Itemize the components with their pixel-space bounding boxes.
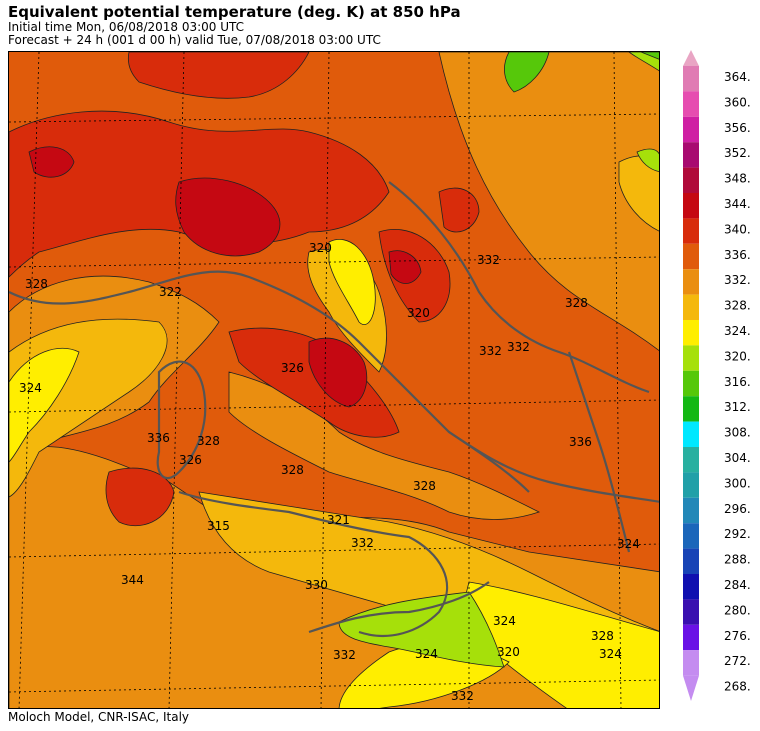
map-panel: 328 322 332 332 328 324 320 320 326 336 328 326 328 3… xyxy=(8,51,660,709)
contour-label: 332 xyxy=(479,344,502,358)
colorbar-label: 324. xyxy=(724,324,751,338)
colorbar-swatch xyxy=(683,599,699,625)
band-312 xyxy=(504,52,659,93)
colorbar-label: 356. xyxy=(724,121,751,135)
colorbar-swatch xyxy=(683,574,699,600)
colorbar-label: 332. xyxy=(724,273,751,287)
contour-label: 326 xyxy=(179,453,202,467)
coastlines xyxy=(9,181,659,637)
colorbar-swatch xyxy=(683,116,699,143)
colorbar-label: 268. xyxy=(724,680,751,694)
contour-label: 324 xyxy=(19,381,42,395)
colorbar-swatch xyxy=(683,497,699,524)
graticule xyxy=(9,52,659,708)
colorbar-label: 316. xyxy=(724,375,751,389)
page-title: Equivalent potential temperature (deg. K… xyxy=(8,3,461,21)
colorbar-swatch xyxy=(683,294,699,320)
colorbar-swatch xyxy=(683,421,699,447)
colorbar-swatch xyxy=(683,66,699,92)
colorbar-label: 320. xyxy=(724,349,751,363)
contour-label: 328 xyxy=(565,296,588,310)
colorbar-label: 304. xyxy=(724,451,751,465)
colorbar-label: 276. xyxy=(724,629,751,643)
colorbar-swatch xyxy=(683,370,699,397)
colorbar-swatch xyxy=(683,167,699,193)
colorbar-label: 308. xyxy=(724,426,751,440)
colorbar-swatch xyxy=(683,243,699,270)
colorbar-swatch xyxy=(683,320,699,346)
contour-label: 320 xyxy=(497,645,520,659)
colorbar-swatch xyxy=(683,91,699,117)
contour-label: 320 xyxy=(407,306,430,320)
colorbar-swatch xyxy=(683,624,699,651)
colorbar-label: 292. xyxy=(724,527,751,541)
colorbar-swatch xyxy=(683,523,699,549)
header: Equivalent potential temperature (deg. K… xyxy=(8,4,461,47)
colorbar-swatch xyxy=(683,447,699,473)
colorbar-swatch xyxy=(683,142,699,168)
colorbar-label: 336. xyxy=(724,248,751,262)
colorbar-swatch xyxy=(683,345,699,371)
contour-label: 315 xyxy=(207,519,230,533)
contour-label: 326 xyxy=(281,361,304,375)
contour-label: 330 xyxy=(305,578,328,592)
contour-label: 321 xyxy=(327,513,350,527)
contour-label: 328 xyxy=(591,629,614,643)
contour-label: 320 xyxy=(309,241,332,255)
colorbar-label: 360. xyxy=(724,95,751,109)
forecast-time: Forecast + 24 h (001 d 00 h) valid Tue, … xyxy=(8,33,381,47)
colorbar-label: 288. xyxy=(724,553,751,567)
colorbar-label: 312. xyxy=(724,400,751,414)
contour-label: 332 xyxy=(351,536,374,550)
colorbar-label: 272. xyxy=(724,654,751,668)
colorbar-swatch xyxy=(683,675,699,701)
temperature-map: 328 322 332 332 328 324 320 320 326 336 328 326 328 3… xyxy=(9,52,659,708)
contour-label: 332 xyxy=(333,648,356,662)
contour-label: 336 xyxy=(569,435,592,449)
colorbar-swatch xyxy=(683,396,699,422)
model-credit: Moloch Model, CNR-ISAC, Italy xyxy=(8,710,190,724)
colorbar-label: 340. xyxy=(724,222,751,236)
contour-labels: 328 322 332 332 328 324 320 320 326 336 328 326 328 3… xyxy=(19,241,640,703)
colorbar: 364. 360. 356. 352. 348. 344. 340. 336. 332. 328.… xyxy=(680,50,760,715)
colorbar-swatch xyxy=(683,193,699,219)
contour-label: 328 xyxy=(197,434,220,448)
colorbar-top-arrow xyxy=(683,50,699,66)
colorbar-label: 296. xyxy=(724,502,751,516)
contour-label: 328 xyxy=(413,479,436,493)
contour-label: 322 xyxy=(159,285,182,299)
colorbar-label: 344. xyxy=(724,197,751,211)
contour-label: 324 xyxy=(493,614,516,628)
contour-label: 332 xyxy=(507,340,530,354)
colorbar-label: 364. xyxy=(724,70,751,84)
contour-label: 344 xyxy=(121,573,144,587)
contour-label: 328 xyxy=(25,277,48,291)
colorbar-label: 328. xyxy=(724,299,751,313)
colorbar-swatch xyxy=(683,269,699,295)
colorbar-swatch xyxy=(683,548,699,574)
colorbar-swatch xyxy=(683,472,699,498)
colorbar-label: 300. xyxy=(724,476,751,490)
contour-label: 324 xyxy=(415,647,438,661)
contour-label: 332 xyxy=(477,253,500,267)
colorbar-swatch xyxy=(683,650,699,676)
contour-label: 328 xyxy=(281,463,304,477)
band-340 xyxy=(28,146,422,408)
colorbar-label: 280. xyxy=(724,603,751,617)
band-316 xyxy=(338,52,659,668)
contour-label: 332 xyxy=(451,689,474,703)
colorbar-label: 348. xyxy=(724,172,751,186)
colorbar-swatch xyxy=(683,218,699,244)
contour-label: 324 xyxy=(617,537,640,551)
initial-time: Initial time Mon, 06/08/2018 03:00 UTC xyxy=(8,20,245,34)
colorbar-scale: 364. 360. 356. 352. 348. 344. 340. 336. 332. 328.… xyxy=(683,50,751,701)
colorbar-label: 352. xyxy=(724,146,751,160)
contour-label: 324 xyxy=(599,647,622,661)
colorbar-label: 284. xyxy=(724,578,751,592)
contour-label: 336 xyxy=(147,431,170,445)
